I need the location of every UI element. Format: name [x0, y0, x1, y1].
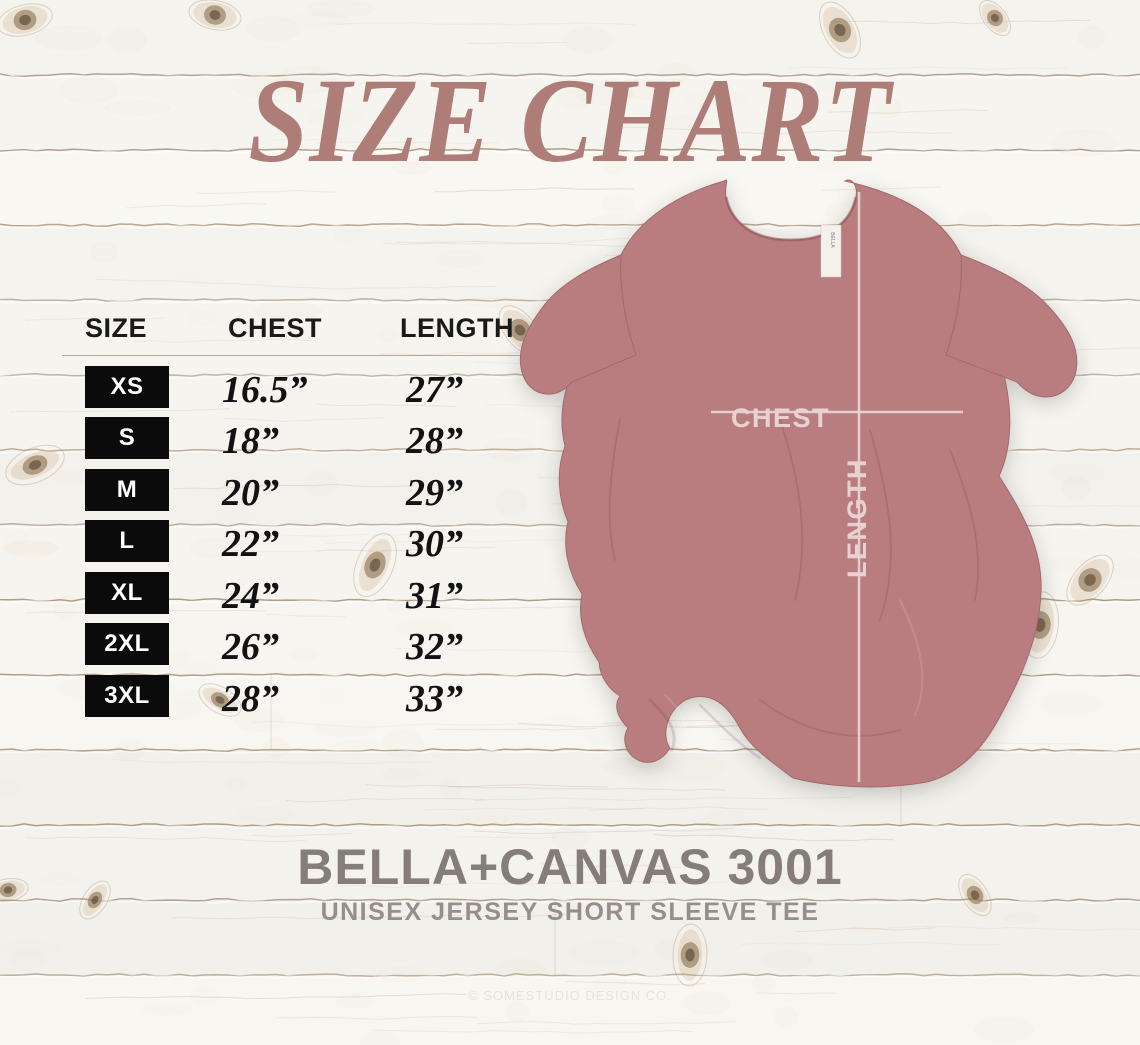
svg-text:BELLA: BELLA [829, 232, 835, 248]
